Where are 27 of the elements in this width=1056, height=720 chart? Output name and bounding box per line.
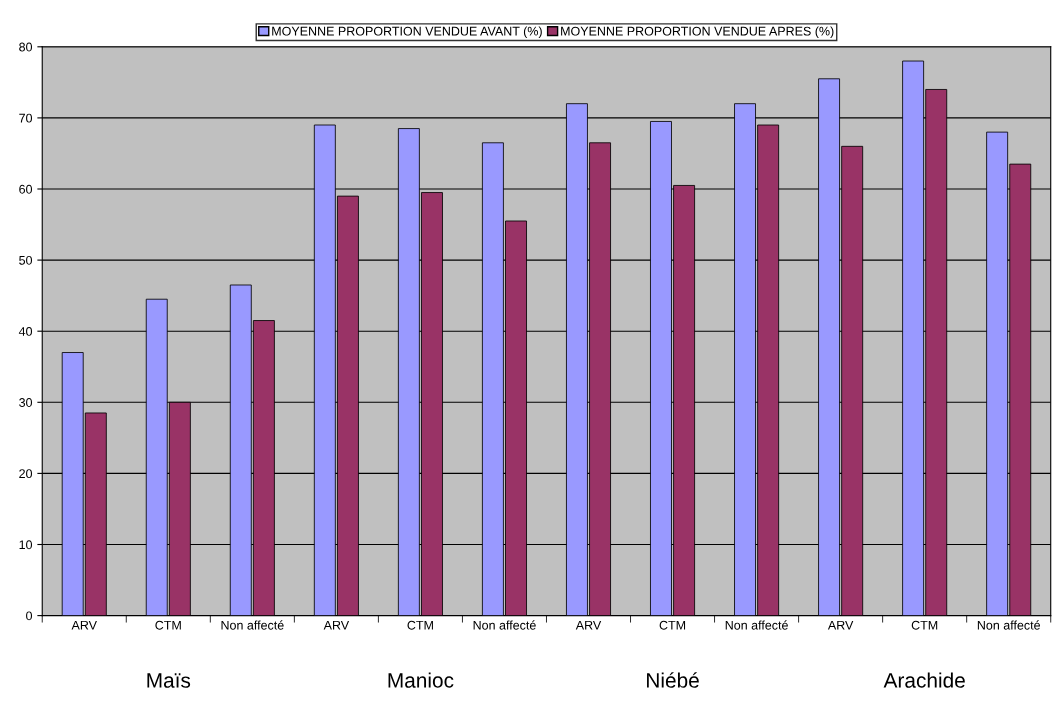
y-tick-label: 40 [18, 327, 33, 336]
legend-label: MOYENNE PROPORTION VENDUE APRES (%) [561, 26, 834, 39]
x-tick-label: ARV [827, 620, 854, 630]
y-tick-label: 30 [19, 398, 33, 407]
y-tick-label: 70 [19, 113, 33, 123]
text: Manioc [388, 672, 454, 688]
x-tick-label: CTM [155, 620, 181, 630]
x-tick-label: Non affecté [977, 620, 1040, 630]
x-tick-label: Non affecté [473, 620, 536, 630]
x-tick-label: CTM [659, 620, 686, 630]
y-tick-label: 60 [19, 184, 33, 194]
x-tick-label: ARV [71, 620, 97, 630]
text: Maïs [147, 673, 191, 688]
x-tick-label: Non affecté [725, 620, 788, 630]
y-tick-label: 50 [19, 255, 33, 265]
x-tick-label: ARV [323, 620, 350, 630]
text: Niébé [647, 672, 699, 688]
x-tick-label: CTM [407, 620, 433, 630]
y-tick-label: 80 [19, 42, 33, 52]
y-tick-label: 0 [26, 611, 33, 621]
legend-label: MOYENNE PROPORTION VENDUE AVANT (%) [272, 26, 542, 39]
x-tick-label: Non affecté [221, 620, 284, 630]
x-tick-label: ARV [575, 620, 602, 630]
y-tick-label: 20 [19, 469, 33, 479]
y-tick-label: 10 [19, 540, 33, 550]
text: Arachide [883, 672, 965, 688]
x-tick-label: CTM [911, 620, 938, 630]
